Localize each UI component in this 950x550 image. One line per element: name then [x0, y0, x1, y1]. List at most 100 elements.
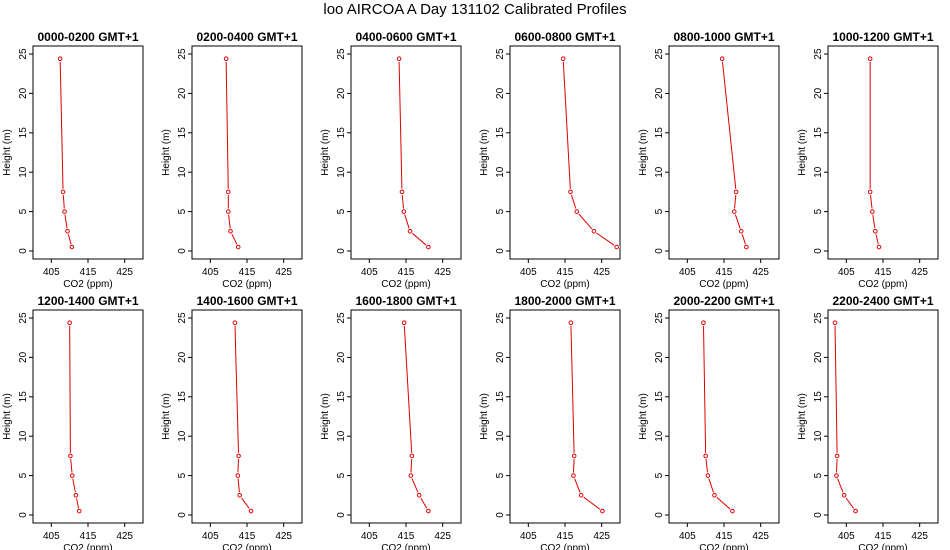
x-axis-label: CO2 (ppm) — [858, 543, 907, 550]
x-tick-label: 415 — [398, 267, 415, 278]
profile-line — [721, 58, 747, 248]
chart-title: 2000-2200 GMT+1 — [673, 294, 774, 308]
y-tick-label: 0 — [177, 512, 188, 518]
profile-line — [702, 322, 733, 512]
x-tick-label: 425 — [116, 267, 133, 278]
y-tick-label: 0 — [654, 512, 665, 518]
data-point — [228, 229, 233, 234]
chart-title: 1000-1200 GMT+1 — [832, 30, 933, 44]
data-point — [876, 244, 882, 250]
plot-frame — [350, 309, 462, 524]
x-tick-label: 405 — [43, 531, 60, 542]
y-tick-label: 20 — [177, 87, 188, 99]
data-point — [834, 473, 839, 478]
y-tick-label: 15 — [18, 127, 29, 139]
x-tick-label: 405 — [520, 267, 537, 278]
x-axis-label: CO2 (ppm) — [63, 279, 112, 290]
plot-frame — [509, 309, 621, 524]
data-point — [68, 453, 73, 459]
y-tick-label: 5 — [813, 208, 824, 214]
x-tick-label: 415 — [398, 531, 415, 542]
chart-panel: 1600-1800 GMT+1 405 415 425 CO2 (ppm) 0 5 10 15 2… — [320, 294, 462, 550]
y-tick-label: 20 — [18, 351, 29, 363]
x-tick-label: 405 — [202, 531, 219, 542]
data-point — [65, 229, 70, 234]
data-point — [76, 508, 82, 514]
data-point — [67, 320, 72, 326]
plot-frame — [350, 45, 462, 260]
x-axis-label: CO2 (ppm) — [381, 279, 430, 290]
chart-panel: 2200-2400 GMT+1 405 415 425 CO2 (ppm) 0 5 10 15 2… — [797, 294, 939, 550]
y-tick-label: 5 — [336, 472, 347, 478]
chart-panel: 1400-1600 GMT+1 405 415 425 CO2 (ppm) 0 5 10 15 2… — [161, 294, 303, 550]
y-tick-label: 10 — [654, 430, 665, 442]
data-point — [571, 473, 576, 478]
data-point — [236, 453, 241, 459]
chart-title: 0200-0400 GMT+1 — [196, 30, 297, 44]
data-point — [69, 473, 75, 478]
chart-panel: 0600-0800 GMT+1 405 415 425 CO2 (ppm) 0 5 10 15 2… — [479, 30, 621, 290]
chart-panel: 2000-2200 GMT+1 405 415 425 CO2 (ppm) 0 5 10 15 2… — [638, 294, 780, 550]
y-tick-label: 5 — [18, 208, 29, 214]
y-tick-label: 15 — [177, 127, 188, 139]
y-tick-label: 15 — [177, 391, 188, 403]
data-point — [870, 209, 875, 214]
data-point — [60, 189, 66, 195]
data-point — [69, 244, 75, 250]
data-point — [426, 508, 431, 514]
profile-line — [225, 58, 239, 248]
y-tick-label: 20 — [495, 351, 506, 363]
chart-title: 1200-1400 GMT+1 — [37, 294, 138, 308]
y-tick-label: 0 — [18, 512, 29, 518]
y-tick-label: 5 — [18, 472, 29, 478]
y-tick-label: 10 — [813, 430, 824, 442]
data-point — [237, 493, 242, 498]
y-tick-label: 10 — [18, 430, 29, 442]
data-point — [416, 493, 422, 498]
y-tick-label: 15 — [654, 127, 665, 139]
data-point — [568, 320, 574, 326]
y-tick-label: 20 — [813, 87, 824, 99]
x-tick-label: 415 — [875, 267, 892, 278]
y-tick-label: 10 — [18, 166, 29, 178]
data-point — [401, 320, 407, 326]
x-tick-label: 405 — [361, 531, 378, 542]
y-tick-label: 5 — [654, 472, 665, 478]
y-tick-label: 10 — [495, 430, 506, 442]
y-tick-label: 0 — [336, 248, 347, 254]
x-axis-label: CO2 (ppm) — [222, 543, 271, 550]
y-tick-label: 15 — [813, 391, 824, 403]
y-tick-label: 5 — [177, 472, 188, 478]
x-tick-label: 415 — [557, 267, 574, 278]
data-point — [57, 56, 63, 62]
y-tick-label: 25 — [336, 312, 347, 324]
y-tick-label: 25 — [654, 312, 665, 324]
data-point — [426, 244, 431, 250]
data-point — [867, 56, 873, 62]
data-point — [408, 473, 414, 478]
y-axis-label: Height (m) — [161, 129, 172, 176]
y-tick-label: 0 — [813, 248, 824, 254]
y-tick-label: 15 — [495, 391, 506, 403]
x-axis-label: CO2 (ppm) — [699, 543, 748, 550]
plot-frame — [827, 45, 939, 260]
data-point — [407, 229, 413, 234]
profile-line — [59, 58, 73, 248]
y-tick-label: 10 — [495, 166, 506, 178]
x-tick-label: 415 — [557, 531, 574, 542]
chart-title: 0800-1000 GMT+1 — [673, 30, 774, 44]
profile-line — [562, 58, 617, 248]
y-tick-label: 0 — [495, 248, 506, 254]
data-point — [396, 56, 402, 62]
chart-panel: 0000-0200 GMT+1 405 415 425 CO2 (ppm) 0 5 10 15 2… — [2, 30, 144, 290]
y-tick-label: 5 — [495, 472, 506, 478]
plot-frame — [191, 309, 303, 524]
x-axis-label: CO2 (ppm) — [699, 279, 748, 290]
data-point — [744, 244, 749, 250]
y-tick-label: 15 — [495, 127, 506, 139]
data-point — [571, 453, 577, 459]
x-tick-label: 415 — [716, 267, 733, 278]
data-point — [248, 508, 254, 514]
x-tick-label: 405 — [679, 267, 696, 278]
